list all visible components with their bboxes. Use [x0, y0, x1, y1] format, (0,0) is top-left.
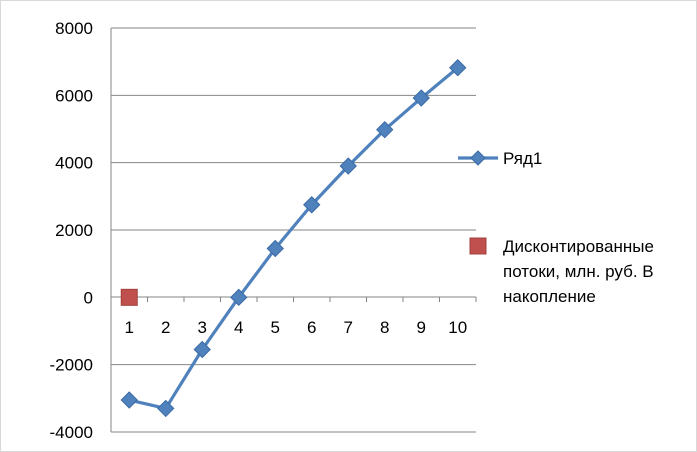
data-point-diamond — [449, 59, 467, 77]
y-axis-tick-labels: -4000 -2000 0 2000 4000 6000 8000 — [50, 19, 93, 442]
data-point-diamond — [230, 288, 248, 307]
x-tick-label: 4 — [234, 318, 243, 337]
data-point-diamond — [339, 157, 357, 175]
data-point-square — [120, 288, 138, 306]
y-tick-label: 6000 — [55, 86, 93, 105]
x-tick-label: 8 — [380, 318, 389, 337]
y-tick-label: -4000 — [50, 423, 93, 442]
data-point-diamond — [157, 399, 175, 418]
data-point-diamond — [266, 239, 284, 258]
x-tick-label: 1 — [125, 318, 134, 337]
x-tick-label: 9 — [417, 318, 426, 337]
x-tick-label: 2 — [161, 318, 170, 337]
x-tick-label: 3 — [198, 318, 207, 337]
data-point-diamond — [376, 120, 394, 139]
y-tick-label: 4000 — [55, 154, 93, 173]
series-line — [128, 66, 459, 411]
y-tick-label: 8000 — [55, 19, 93, 38]
y-tick-label: 2000 — [55, 221, 93, 240]
legend-marker-diamond — [470, 150, 486, 166]
y-tick-label: -2000 — [50, 356, 93, 375]
data-point-diamond — [412, 89, 430, 107]
x-axis: 1 2 3 4 5 6 7 8 9 10 — [110, 296, 477, 337]
legend-label: Ряд1 — [503, 149, 542, 168]
x-tick-label: 7 — [344, 318, 353, 337]
plot-series — [120, 59, 467, 418]
y-tick-label: 0 — [84, 288, 93, 307]
data-point-diamond — [303, 196, 321, 214]
data-point-diamond — [120, 391, 138, 409]
gridlines — [110, 27, 476, 433]
x-tick-label: 5 — [271, 318, 280, 337]
x-tick-label: 6 — [307, 318, 316, 337]
data-point-diamond — [193, 340, 211, 359]
x-tick-label: 10 — [448, 318, 467, 337]
legend-marker-square — [469, 237, 487, 255]
